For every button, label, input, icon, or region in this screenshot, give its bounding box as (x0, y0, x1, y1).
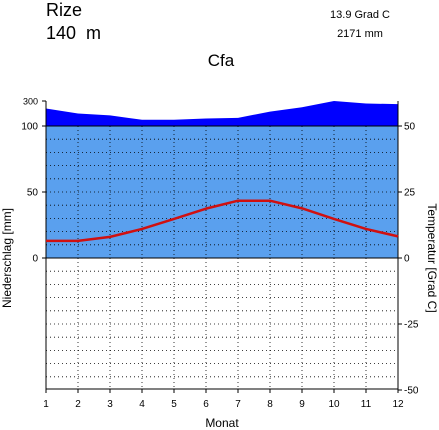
right-tick-label: 0 (404, 254, 410, 265)
station-name: Rize (46, 0, 82, 20)
grid (46, 126, 398, 389)
climate-class: Cfa (208, 51, 235, 70)
left-tick-label: 100 (21, 122, 38, 133)
station-elevation: 140 m (46, 23, 101, 43)
x-tick-label: 5 (171, 399, 177, 410)
x-tick-label: 10 (328, 399, 340, 410)
x-axis-label: Monat (205, 416, 239, 430)
x-tick-label: 2 (75, 399, 81, 410)
right-tick-label: -25 (404, 320, 419, 331)
right-tick-label: 50 (404, 122, 416, 133)
right-axis-label: Temperatur [Grad C] (425, 203, 439, 312)
x-tick-label: 8 (267, 399, 273, 410)
right-tick-label: 25 (404, 188, 416, 199)
x-tick-label: 11 (361, 399, 372, 410)
x-tick-label: 3 (107, 399, 113, 410)
right-tick-label: -50 (404, 386, 419, 397)
x-tick-label: 12 (392, 399, 404, 410)
mean-temperature: 13.9 Grad C (330, 9, 390, 21)
left-tick-label: 300 (23, 97, 38, 107)
annual-precipitation: 2171 mm (337, 28, 383, 40)
x-tick-label: 6 (203, 399, 209, 410)
precipitation-excess-area (46, 101, 398, 126)
x-tick-label: 9 (299, 399, 305, 410)
x-tick-label: 4 (139, 399, 145, 410)
left-tick-label: 0 (32, 254, 38, 265)
x-tick-label: 1 (43, 399, 49, 410)
x-tick-label: 7 (235, 399, 241, 410)
temperature-line (46, 199, 399, 243)
left-axis-label: Niederschlag [mm] (0, 208, 14, 308)
left-tick-label: 50 (27, 188, 39, 199)
